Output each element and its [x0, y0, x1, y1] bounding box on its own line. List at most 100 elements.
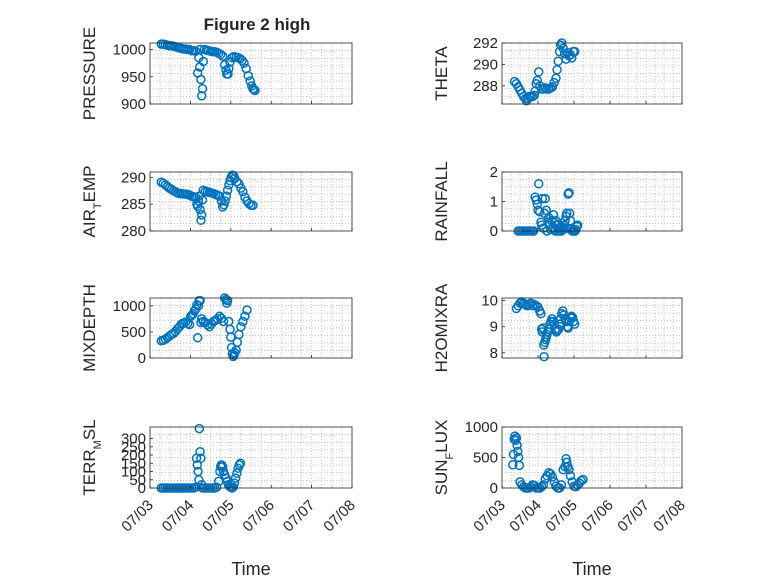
y-tick-label: 1000	[465, 419, 498, 436]
y-tick-label: 300	[121, 431, 146, 448]
data-point	[196, 210, 207, 220]
axes-box	[149, 426, 353, 489]
y-tick-label: 50	[129, 472, 146, 489]
data-point	[211, 482, 222, 492]
data-point	[223, 69, 233, 79]
data-point	[196, 91, 207, 101]
y-tick-label: 1000	[113, 42, 146, 59]
y-tick-label: 292	[473, 35, 498, 52]
data-point	[508, 460, 518, 470]
data-point	[569, 319, 580, 329]
y-tick-label: 100	[121, 464, 146, 481]
data-point	[513, 446, 523, 457]
data-point	[197, 195, 208, 205]
axes-box	[501, 297, 683, 359]
y-tick-label: 150	[121, 455, 146, 472]
data-point	[242, 305, 252, 315]
data-point	[238, 316, 248, 327]
data-point	[538, 480, 549, 490]
data-point	[194, 423, 205, 434]
data-point	[248, 200, 258, 211]
subplot-pressure: 1000 950 900 PRESSURE	[80, 27, 353, 120]
data-point	[216, 460, 227, 470]
data-point	[539, 351, 549, 362]
data-point	[552, 325, 563, 336]
axes-box	[149, 42, 353, 105]
y-tick-label: 288	[473, 78, 498, 95]
y-tick-label: 950	[121, 69, 146, 86]
y-tick-label: 9	[490, 319, 498, 336]
subplot-h2omixra: 10 9 8 H2OMIXRA	[432, 283, 683, 372]
data-point	[214, 191, 225, 201]
data-point	[576, 475, 586, 486]
y-axis-label: H2OMIXRA	[432, 283, 451, 372]
data-point	[547, 82, 558, 92]
data-point	[565, 471, 576, 481]
y-axis-label: RAINFALL	[432, 161, 451, 241]
data-point	[222, 295, 233, 306]
data-point	[240, 311, 250, 322]
data-point	[553, 324, 564, 335]
y-tick-label: 0	[490, 480, 498, 497]
data-point	[236, 321, 246, 332]
figure-title: Figure 2 high	[204, 15, 311, 34]
data-point	[537, 193, 548, 204]
y-tick-label: 1	[490, 194, 498, 211]
y-axis-label: THETA	[432, 46, 451, 101]
axes-box	[149, 171, 353, 232]
subplot-rainfall: 2 1 0 RAINFALL	[432, 161, 683, 242]
data-point	[221, 191, 232, 201]
data-point	[196, 215, 206, 226]
data-point	[195, 446, 205, 457]
y-tick-label: 2	[490, 164, 498, 181]
y-tick-label: 0	[490, 223, 498, 240]
data-point	[248, 84, 258, 94]
axes-box	[501, 42, 683, 105]
data-point	[230, 473, 241, 483]
subplot-theta: 292 290 288 THETA	[432, 35, 683, 106]
data-point	[232, 468, 242, 478]
data-point	[197, 84, 208, 94]
y-axis-label: SUNFLUX	[432, 420, 456, 496]
y-tick-label: 280	[121, 223, 146, 240]
data-point	[532, 75, 543, 86]
y-axis-label: AIRTEMP	[80, 166, 104, 238]
data-point	[565, 215, 576, 226]
data-point	[195, 295, 205, 306]
data-point	[531, 195, 541, 205]
data-point	[510, 431, 520, 441]
y-tick-label: 285	[121, 196, 146, 213]
data-point	[234, 460, 245, 470]
data-point	[547, 472, 558, 482]
data-point	[239, 58, 249, 68]
y-tick-label: 0	[138, 480, 146, 497]
data-point	[572, 220, 583, 230]
data-point	[195, 204, 205, 215]
data-point	[564, 187, 574, 198]
data-point	[529, 90, 540, 101]
data-point	[198, 56, 209, 67]
data-point	[556, 480, 567, 490]
data-point	[533, 67, 544, 77]
data-point	[196, 74, 206, 85]
data-point	[549, 77, 559, 88]
data-point	[193, 196, 204, 206]
data-point	[527, 301, 538, 311]
data-point	[222, 185, 233, 195]
data-point	[220, 196, 230, 206]
data-point	[243, 70, 253, 81]
data-point	[192, 332, 203, 343]
x-axis-label: Time	[231, 559, 270, 579]
data-point	[569, 46, 580, 57]
data-point	[226, 332, 236, 342]
y-tick-label: 290	[121, 169, 146, 186]
y-tick-label: 500	[473, 450, 498, 467]
data-point	[533, 179, 544, 189]
data-point	[217, 51, 228, 61]
data-point	[567, 312, 578, 323]
subplot-mixdepth: 1000 500 0 MIXDEPTH	[80, 284, 353, 372]
data-point	[215, 49, 226, 60]
data-point	[229, 478, 240, 488]
